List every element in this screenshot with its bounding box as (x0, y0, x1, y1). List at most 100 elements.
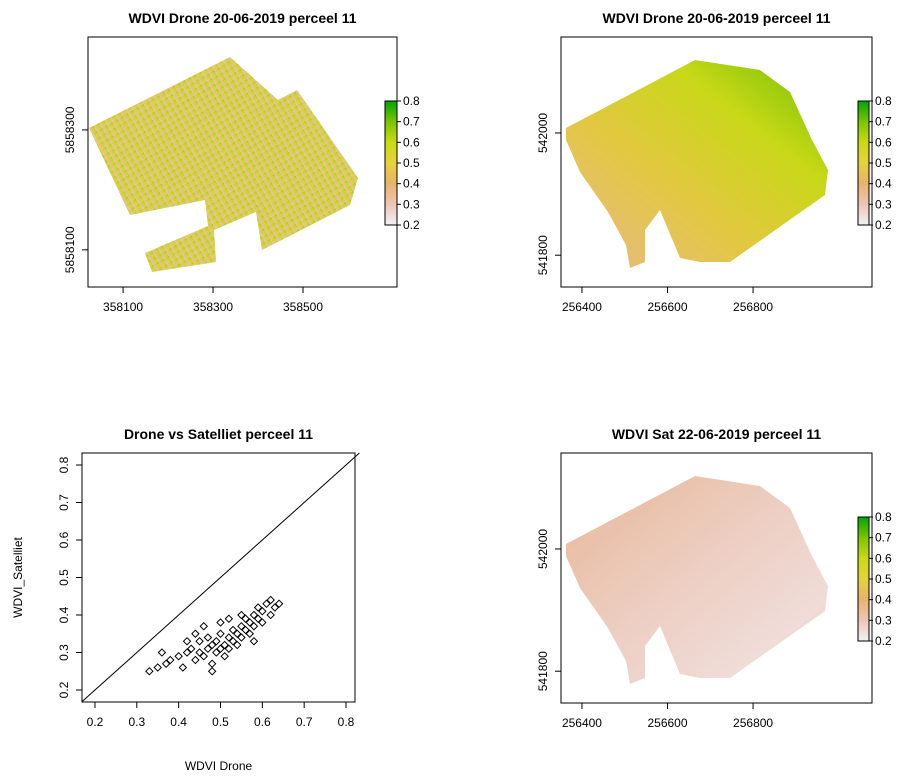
point (186, 644, 196, 653)
point (220, 640, 229, 650)
point (266, 610, 275, 620)
point (232, 640, 242, 650)
x-tick-label: 0.8 (338, 715, 355, 729)
x-tick-label: 256800 (733, 300, 773, 314)
y-tick-label: 0.3 (57, 644, 71, 661)
colorbar-tick-label: 0.6 (403, 135, 420, 149)
point (228, 637, 238, 646)
colorbar-tick-label: 0.7 (875, 115, 892, 129)
x-tick-label: 256800 (733, 716, 773, 730)
point (224, 644, 234, 653)
y-tick-label: 5858300 (63, 106, 77, 153)
point (145, 667, 154, 676)
point (212, 637, 221, 646)
point (203, 633, 213, 642)
colorbar-tick-label: 0.7 (875, 531, 892, 545)
reference-line (81, 452, 360, 702)
point (153, 663, 162, 672)
point (166, 655, 175, 665)
point (232, 629, 242, 638)
colorbar-tick-label: 0.3 (875, 613, 892, 627)
point (178, 663, 188, 672)
plot-box (87, 36, 398, 288)
point (224, 633, 234, 642)
point (161, 659, 171, 668)
point (253, 614, 263, 623)
x-tick-label: 358100 (103, 300, 143, 314)
field-raster (566, 60, 828, 268)
point (216, 629, 225, 638)
y-tick-label: 5858100 (63, 226, 77, 273)
point (249, 610, 259, 620)
point (157, 648, 167, 657)
x-tick-label: 358300 (193, 300, 233, 314)
x-axis-label: WDVI Drone (185, 759, 253, 773)
colorbar (857, 516, 870, 642)
point (274, 599, 284, 608)
point (212, 648, 221, 657)
point (253, 603, 263, 612)
point (199, 652, 208, 661)
colorbar-tick-label: 0.8 (875, 94, 892, 108)
colorbar-tick-label: 0.5 (875, 572, 892, 586)
y-tick-label: 0.5 (57, 569, 71, 586)
point (216, 618, 225, 627)
point (258, 607, 267, 616)
colorbar-tick-label: 0.8 (403, 94, 420, 108)
x-tick-label: 256600 (647, 716, 687, 730)
y-tick-label: 0.8 (57, 456, 71, 473)
point (195, 637, 204, 646)
point (241, 625, 250, 635)
x-tick-label: 0.2 (87, 715, 104, 729)
point (199, 622, 208, 631)
point (220, 652, 229, 661)
point (266, 595, 275, 605)
x-tick-label: 358500 (283, 300, 323, 314)
point (249, 637, 259, 646)
point (207, 659, 217, 668)
colorbar-tick-label: 0.6 (875, 135, 892, 149)
point (182, 648, 192, 657)
point (237, 633, 246, 642)
colorbar-tick-label: 0.4 (875, 593, 892, 607)
y-axis-label: WDVI_Satelliet (11, 536, 25, 617)
y-tick-label: 542000 (536, 529, 550, 569)
colorbar-tick-label: 0.7 (403, 115, 420, 129)
colorbar-tick-label: 0.5 (875, 156, 892, 170)
field-raster (566, 476, 828, 684)
point (262, 599, 271, 608)
colorbar-tick-label: 0.3 (403, 197, 420, 211)
field-raster (89, 57, 358, 272)
point (245, 618, 255, 627)
colorbar (384, 100, 398, 226)
x-tick-label: 256400 (562, 716, 602, 730)
point (249, 622, 259, 631)
y-tick-label: 0.2 (57, 681, 71, 698)
x-tick-label: 0.3 (128, 715, 145, 729)
y-tick-label: 0.6 (57, 531, 71, 548)
point (270, 603, 280, 612)
point (191, 629, 200, 638)
chart-title: WDVI Drone 20-06-2019 perceel 11 (128, 10, 356, 26)
x-tick-label: 256400 (562, 300, 602, 314)
point (174, 652, 183, 661)
point (258, 618, 267, 627)
chart-title: WDVI Sat 22-06-2019 perceel 11 (612, 426, 822, 442)
colorbar-tick-label: 0.4 (875, 177, 892, 191)
colorbar-tick-label: 0.8 (875, 510, 892, 524)
colorbar-tick-label: 0.2 (875, 634, 892, 648)
point (241, 614, 250, 623)
chart-title: Drone vs Satelliet perceel 11 (124, 426, 313, 442)
point (191, 655, 200, 665)
point (195, 648, 204, 657)
plot-box (560, 452, 873, 704)
colorbar-tick-label: 0.6 (875, 551, 892, 565)
y-tick-label: 0.4 (57, 606, 71, 623)
point (245, 629, 255, 638)
point (216, 644, 225, 653)
colorbar-tick-label: 0.2 (403, 218, 420, 232)
point (207, 640, 217, 650)
x-tick-label: 0.5 (212, 715, 229, 729)
x-tick-label: 0.4 (170, 715, 187, 729)
x-tick-label: 0.6 (254, 715, 271, 729)
